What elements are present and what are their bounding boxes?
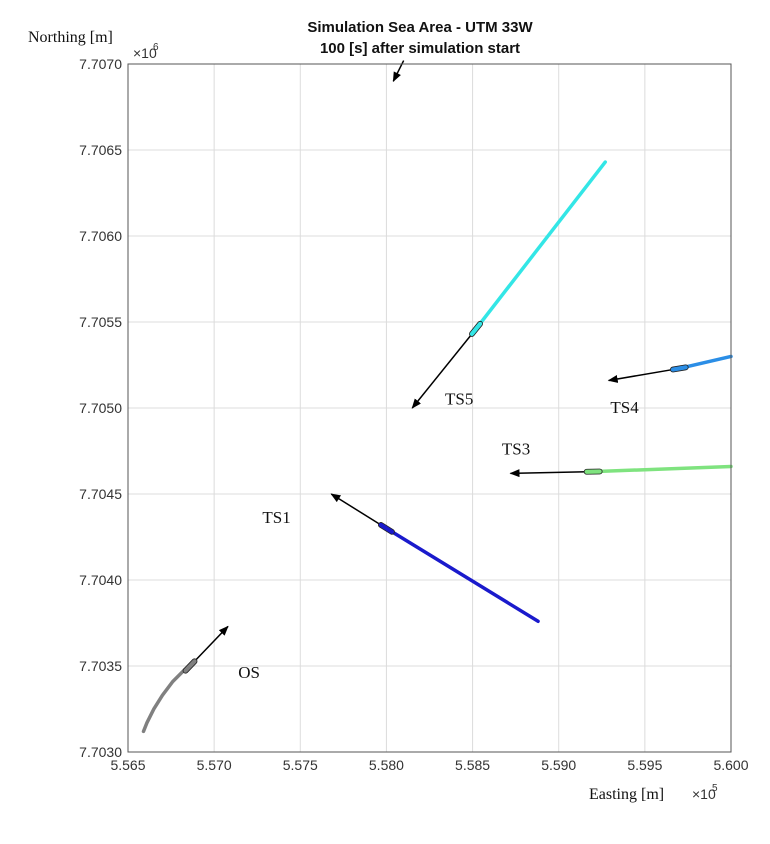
y-tick-label: 7.7040 bbox=[79, 572, 122, 588]
x-tick-label: 5.595 bbox=[627, 757, 662, 773]
label-ts1: TS1 bbox=[262, 508, 290, 527]
y-tick-label: 7.7065 bbox=[79, 142, 122, 158]
y-tick-label: 7.7070 bbox=[79, 56, 122, 72]
ts1-heading-arrow bbox=[330, 493, 387, 530]
os-ship-marker bbox=[182, 658, 198, 674]
chart-title-line-2: 100 [s] after simulation start bbox=[320, 40, 520, 57]
x-tick-label: 5.585 bbox=[455, 757, 490, 773]
ts3-ship-marker bbox=[583, 468, 603, 475]
y-axis-exponent: 6 bbox=[153, 42, 159, 53]
ts3-track bbox=[591, 464, 733, 474]
label-ts4: TS4 bbox=[610, 398, 639, 417]
y-tick-label: 7.7035 bbox=[79, 658, 122, 674]
x-tick-label: 5.580 bbox=[369, 757, 404, 773]
ts5-ship-marker bbox=[469, 320, 483, 337]
ts4-heading-arrow bbox=[607, 367, 680, 383]
y-axis-exponent-base: ×10 bbox=[133, 45, 157, 61]
x-tick-label: 5.565 bbox=[110, 757, 145, 773]
y-tick-label: 7.7045 bbox=[79, 486, 122, 502]
x-axis-label: Easting [m] bbox=[589, 786, 664, 803]
x-tick-label: 5.600 bbox=[713, 757, 748, 773]
tick-labels: 5.565 5.570 5.575 5.580 5.585 5.590 5.595 5.600… bbox=[79, 56, 749, 773]
ts1-track bbox=[384, 526, 540, 624]
ts5-heading-arrow bbox=[411, 328, 477, 409]
chart-title-line-1: Simulation Sea Area - UTM 33W bbox=[307, 19, 533, 36]
y-axis-label: Northing [m] bbox=[28, 29, 113, 46]
x-tick-label: 5.570 bbox=[197, 757, 232, 773]
label-os: OS bbox=[238, 663, 260, 682]
label-ts5: TS5 bbox=[445, 390, 473, 409]
x-tick-label: 5.575 bbox=[283, 757, 318, 773]
ts3-heading-arrow bbox=[509, 469, 594, 478]
x-axis-exponent: 5 bbox=[712, 783, 718, 794]
y-tick-label: 7.7030 bbox=[79, 744, 122, 760]
annotations: OS TS1 TS3 TS4 TS5 bbox=[238, 390, 639, 682]
y-tick-label: 7.7060 bbox=[79, 228, 122, 244]
os-track bbox=[141, 664, 192, 734]
x-tick-label: 5.590 bbox=[541, 757, 576, 773]
ts4-ship-marker bbox=[670, 364, 689, 373]
plot-frame bbox=[127, 63, 732, 753]
y-tick-label: 7.7055 bbox=[79, 314, 122, 330]
grid-lines bbox=[127, 63, 732, 753]
x-axis-exponent-base: ×10 bbox=[692, 786, 716, 802]
series-layer bbox=[141, 60, 733, 734]
ts1-ship-marker bbox=[378, 522, 395, 535]
label-ts3: TS3 bbox=[502, 439, 530, 458]
ts5-track bbox=[474, 160, 607, 331]
y-tick-label: 7.7050 bbox=[79, 400, 122, 416]
